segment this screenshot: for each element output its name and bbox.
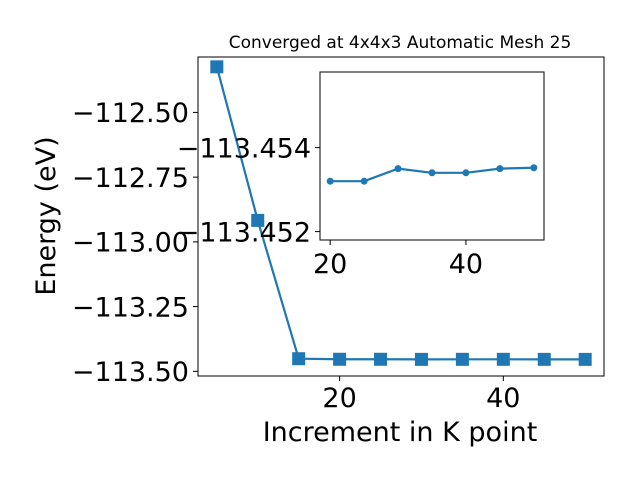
main-x-tick-label: 40 — [486, 383, 520, 414]
inset-background — [320, 72, 544, 240]
main-data-point — [496, 352, 510, 366]
main-data-point — [374, 352, 388, 366]
chart-title: Converged at 4x4x3 Automatic Mesh 25 — [229, 33, 572, 53]
inset-data-point — [394, 165, 402, 173]
main-data-point — [537, 352, 551, 366]
inset-data-point — [326, 177, 334, 185]
main-data-point — [414, 352, 428, 366]
main-y-tick-label: −112.50 — [72, 98, 189, 129]
main-y-tick-label: −112.75 — [72, 163, 189, 194]
main-data-point — [210, 60, 224, 74]
inset-frame — [319, 71, 545, 241]
inset-data-point — [360, 177, 368, 185]
main-series-line — [215, 66, 586, 361]
inset-data-point — [530, 164, 538, 172]
main-y-tick-label: −113.00 — [72, 228, 189, 259]
inset-data-point — [496, 165, 504, 173]
main-frame — [197, 56, 605, 377]
inset-y-tick-label: −113.452 — [177, 217, 311, 248]
main-x-tick-label: 20 — [322, 383, 356, 414]
inset-x-tick-label: 40 — [449, 249, 483, 280]
inset-plot-area: 20 40 −113.454 −113.452 — [177, 71, 545, 280]
main-data-point — [578, 352, 592, 366]
inset-x-tick-label: 20 — [313, 249, 347, 280]
inset-data-point — [462, 169, 470, 177]
main-y-tick-label: −113.25 — [72, 292, 189, 323]
main-data-point — [333, 352, 347, 366]
main-y-tick-label: −113.50 — [72, 357, 189, 388]
main-data-point — [455, 352, 469, 366]
inset-data-point — [428, 169, 436, 177]
main-data-point — [251, 213, 265, 227]
y-axis-label: Energy (eV) — [31, 136, 62, 295]
x-axis-label: Increment in K point — [263, 417, 538, 448]
main-data-point — [292, 352, 306, 366]
inset-y-tick-label: −113.454 — [177, 133, 311, 164]
